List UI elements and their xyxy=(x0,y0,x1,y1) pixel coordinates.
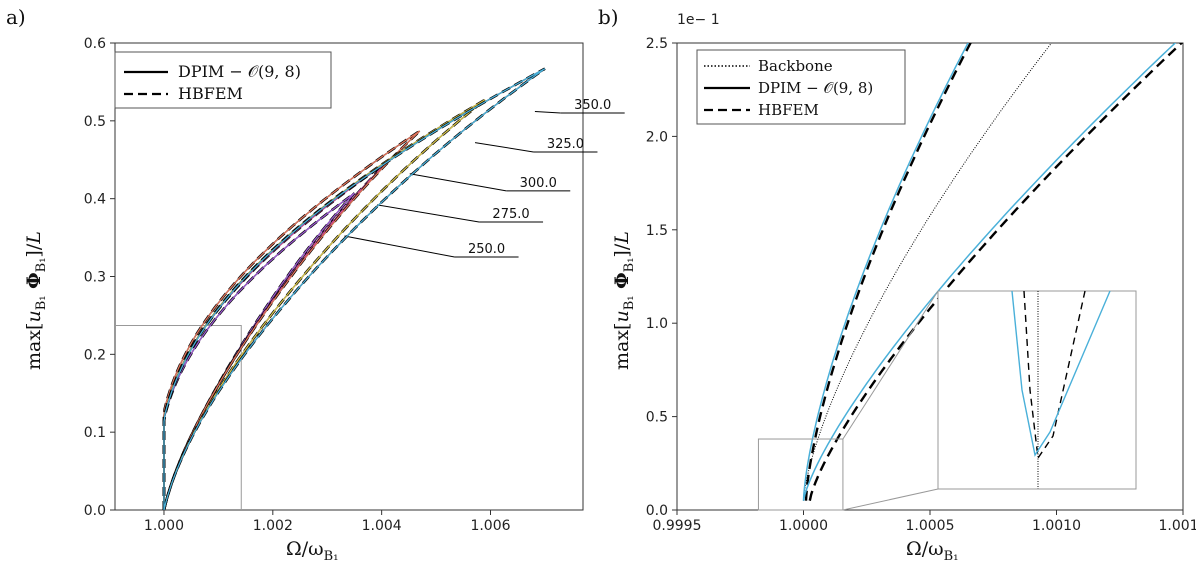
x-tick-label: 1.0010 xyxy=(1032,518,1081,534)
inset-dpim xyxy=(1011,290,1111,457)
legend-box xyxy=(114,51,332,109)
label-leader xyxy=(474,142,534,153)
legend-entry-dpim: DPIM − 𝒪(9, 8) xyxy=(758,79,873,97)
x-tick-label: 1.000 xyxy=(144,518,184,534)
x-tick-label: 1.0000 xyxy=(779,518,828,534)
label-leader xyxy=(409,173,507,192)
inset-curves xyxy=(1011,290,1111,489)
dpim-curve xyxy=(163,68,546,511)
y-tick-label: 0.2 xyxy=(84,347,106,363)
y-tick-label: 0.0 xyxy=(646,503,668,519)
series-curve-300.0 xyxy=(163,130,421,511)
chart-a-ylabel: max[uB₁ ΦB₁]/L xyxy=(23,231,49,370)
chart-b-plot-area xyxy=(676,42,1184,511)
dpim-upper-branch xyxy=(802,43,969,501)
backbone-curve xyxy=(803,43,1053,501)
chart-b: b) 1e− 1 0.99951.00001.00051.00101.00150… xyxy=(598,5,1196,564)
label-leader xyxy=(534,110,561,114)
x-tick-label: 0.9995 xyxy=(653,518,702,534)
hbfem-curve xyxy=(162,98,486,511)
chart-b-ticks: 0.9995 1.0000 1.0005 1.0010 1.0015 0.0 0.5 1.0 1… xyxy=(646,36,1196,534)
series-label-300.0: 300.0 xyxy=(520,176,557,191)
hbfem-curve xyxy=(162,129,421,511)
dpim-lower-branch xyxy=(802,43,1177,501)
y-tick-label: 0.0 xyxy=(84,503,106,519)
chart-b-ylabel: max[uB₁ ΦB₁]/L xyxy=(611,231,637,370)
dpim-curve xyxy=(163,161,388,511)
plot-frame xyxy=(676,42,1184,511)
series-label-325.0: 325.0 xyxy=(547,137,584,152)
series-label-275.0: 275.0 xyxy=(492,207,529,222)
chart-b-xlabel: Ω/ωB₁ xyxy=(906,538,958,564)
x-tick-label: 1.006 xyxy=(470,518,510,534)
x-tick-label: 1.0015 xyxy=(1159,518,1196,534)
hbfem-curve xyxy=(162,67,546,511)
y-tick-label: 0.3 xyxy=(84,270,106,286)
axis-offset-label: 1e− 1 xyxy=(677,12,720,28)
chart-a-xlabel: Ω/ωB₁ xyxy=(286,538,338,564)
series-curve-275.0 xyxy=(163,161,388,511)
chart-a: a) 1.000 1.002 1.004 1.006 0.0 0.1 0.2 0.3 0.4 0.… xyxy=(6,5,625,564)
y-tick-label: 0.5 xyxy=(84,114,106,130)
hbfem-curve xyxy=(162,161,389,511)
series-label-350.0: 350.0 xyxy=(574,98,611,113)
chart-a-ticks: 1.000 1.002 1.004 1.006 0.0 0.1 0.2 0.3 0.4 0.5 0.… xyxy=(84,36,511,534)
inset-connector xyxy=(842,290,939,440)
inset-box xyxy=(937,290,1137,490)
y-tick-label: 0.1 xyxy=(84,425,106,441)
label-leader xyxy=(344,235,455,258)
curves xyxy=(802,43,1183,501)
x-tick-label: 1.0005 xyxy=(906,518,955,534)
legend-entry-dpim: DPIM − 𝒪(9, 8) xyxy=(178,62,301,81)
y-tick-label: 2.5 xyxy=(646,36,668,52)
series-curve-250.0 xyxy=(163,192,355,511)
panel-label-a: a) xyxy=(6,5,26,29)
panel-label-b: b) xyxy=(598,5,619,29)
hbfem-upper-branch xyxy=(804,43,972,501)
y-tick-label: 2.0 xyxy=(646,129,668,145)
y-tick-label: 1.0 xyxy=(646,316,668,332)
legend-entry-backbone: Backbone xyxy=(758,57,833,75)
plot-frame xyxy=(114,42,584,511)
chart-a-plot-area: 250.0 275.0 300.0 325.0 350.0 xyxy=(114,42,625,511)
inset-hbfem xyxy=(1023,290,1086,460)
x-tick-label: 1.004 xyxy=(362,518,402,534)
legend-entry-hbfem: HBFEM xyxy=(758,101,819,119)
zoom-source-box xyxy=(757,438,844,511)
hbfem-lower-branch xyxy=(808,43,1183,501)
y-tick-label: 0.5 xyxy=(646,410,668,426)
inset-connector xyxy=(842,488,939,511)
y-tick-label: 0.6 xyxy=(84,36,106,52)
label-leader xyxy=(377,204,480,223)
x-tick-label: 1.002 xyxy=(253,518,293,534)
series-curve-325.0 xyxy=(163,99,486,511)
legend-entry-hbfem: HBFEM xyxy=(178,84,243,103)
y-tick-label: 0.4 xyxy=(84,192,106,208)
dpim-curve xyxy=(163,99,486,511)
zoom-region-box xyxy=(115,325,242,510)
series-label-250.0: 250.0 xyxy=(468,242,505,257)
chart-b-legend: Backbone DPIM − 𝒪(9, 8) HBFEM xyxy=(696,49,906,125)
dpim-curve xyxy=(163,130,421,511)
series-curve-350.0 xyxy=(163,68,546,511)
y-tick-label: 1.5 xyxy=(646,223,668,239)
chart-a-legend: DPIM − 𝒪(9, 8) HBFEM xyxy=(114,51,332,109)
